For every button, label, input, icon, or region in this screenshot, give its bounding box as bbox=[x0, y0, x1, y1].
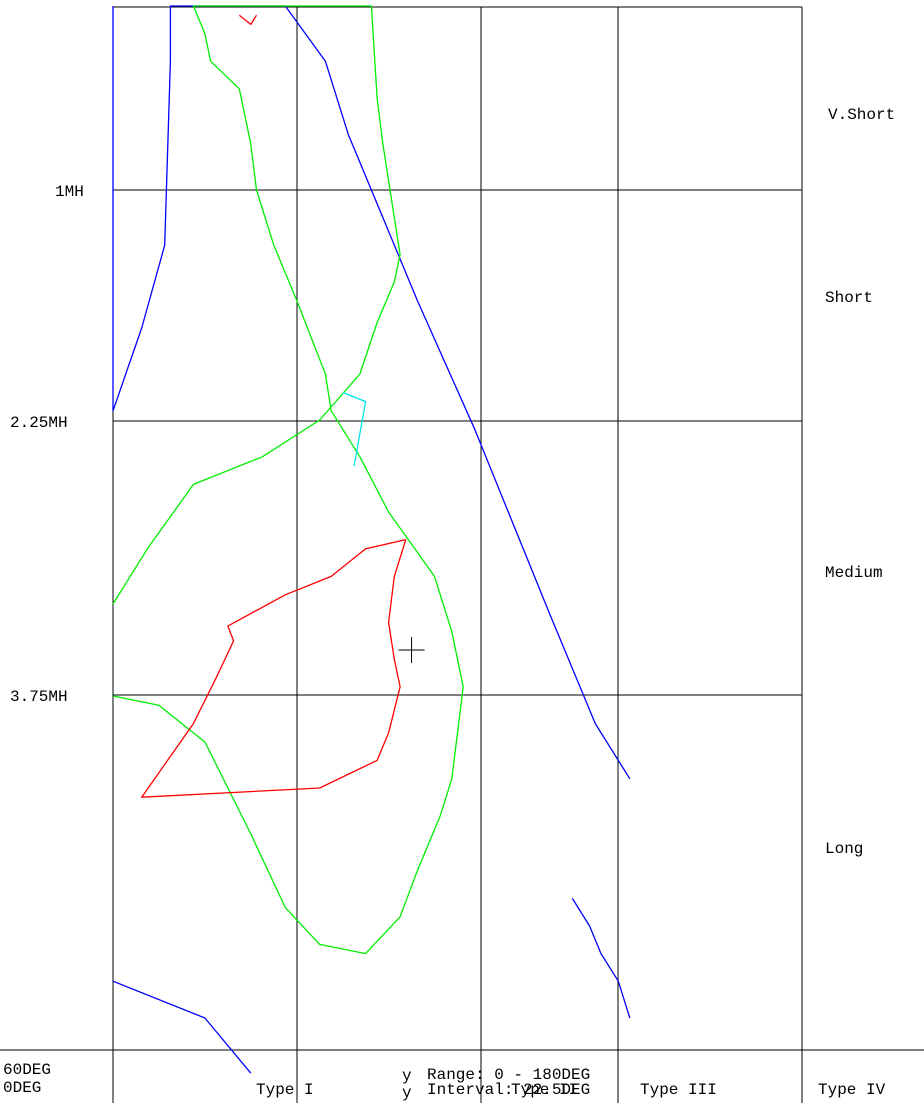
contour-line-level_1-0 bbox=[112, 5, 631, 780]
y-category-long: Long bbox=[825, 840, 863, 858]
legend-range-text: Range: 0 - 180DEG bbox=[427, 1066, 590, 1084]
x-tick-label-60deg: 60DEG bbox=[3, 1061, 51, 1079]
y-category-labels: V.Short Short Medium Long bbox=[825, 106, 895, 858]
contour-line-level_2-3 bbox=[112, 5, 464, 955]
x-tick-labels: 60DEG 0DEG bbox=[3, 1061, 51, 1097]
y-category-short: Short bbox=[825, 289, 873, 307]
x-category-labels: Type I Type II Type III Type IV bbox=[256, 1081, 886, 1099]
y-category-vshort: V.Short bbox=[828, 106, 895, 124]
contour-line-level_3-5 bbox=[238, 14, 258, 26]
contour-line-level_1-2 bbox=[571, 898, 631, 1019]
contour-lines bbox=[112, 5, 631, 1074]
contour-line-level_3-4 bbox=[141, 538, 407, 798]
contour-line-level_1-1 bbox=[112, 980, 252, 1074]
x-category-type-ii: Type II bbox=[511, 1081, 578, 1099]
x-category-type-i: Type I bbox=[256, 1081, 314, 1099]
legend: y Range: 0 - 180DEG y Interval: 22.5DEG bbox=[402, 1066, 590, 1102]
legend-symbol-range: y bbox=[402, 1067, 412, 1085]
x-category-type-iii: Type III bbox=[640, 1081, 717, 1099]
x-tick-label-0deg: 0DEG bbox=[3, 1079, 41, 1097]
legend-symbol-interval: y bbox=[402, 1084, 412, 1102]
x-category-type-iv: Type IV bbox=[818, 1081, 886, 1099]
y-tick-labels: 1MH 2.25MH 3.75MH bbox=[10, 183, 84, 706]
plot-grid bbox=[0, 6, 924, 1103]
y-category-medium: Medium bbox=[825, 564, 883, 582]
y-tick-label-3.75mh: 3.75MH bbox=[10, 688, 68, 706]
center-marker bbox=[398, 637, 425, 663]
y-tick-label-2.25mh: 2.25MH bbox=[10, 414, 68, 432]
contour-line-level_4-6 bbox=[342, 391, 367, 467]
y-tick-label-1mh: 1MH bbox=[55, 183, 84, 201]
legend-interval-text: Interval: 22.5DEG bbox=[427, 1081, 590, 1099]
